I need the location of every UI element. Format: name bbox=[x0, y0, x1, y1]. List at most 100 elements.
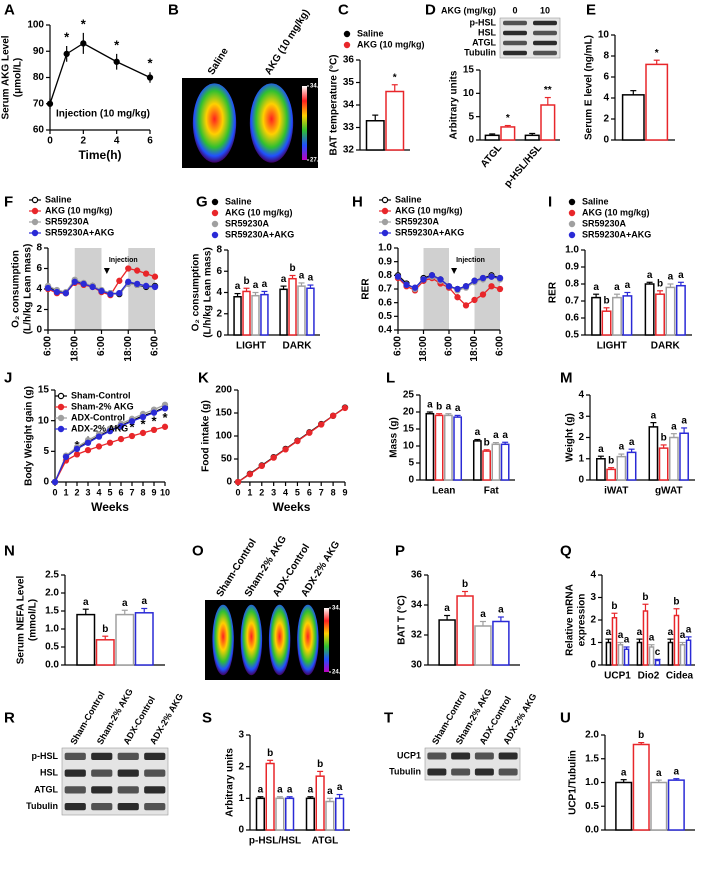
y-tick-label: 80 bbox=[33, 72, 45, 83]
y-tick-label: 4 bbox=[578, 390, 584, 401]
x-tick-label: 9 bbox=[342, 487, 347, 497]
thermal-mouse bbox=[240, 604, 263, 676]
panel-label: K bbox=[198, 369, 209, 386]
significance-label: a bbox=[629, 437, 635, 448]
bar bbox=[279, 288, 288, 336]
y-tick-label: 10 bbox=[463, 88, 475, 99]
blot-band bbox=[503, 40, 527, 46]
data-point bbox=[496, 285, 504, 293]
y-axis-label: Arbitrary units bbox=[225, 748, 236, 817]
significance-label: a bbox=[686, 625, 692, 636]
data-point bbox=[294, 437, 301, 445]
legend-label: Saline bbox=[582, 196, 609, 206]
y-tick-label: 0.9 bbox=[378, 256, 392, 267]
significance-label: b bbox=[289, 263, 295, 274]
y-tick-label: 8 bbox=[36, 243, 42, 254]
data-point bbox=[488, 283, 495, 290]
y-tick-label: 35 bbox=[343, 77, 355, 88]
data-point bbox=[73, 445, 81, 453]
y-tick-label: 1.0 bbox=[378, 243, 392, 254]
panel-label: I bbox=[548, 193, 552, 210]
blot-band bbox=[117, 802, 139, 811]
data-point bbox=[51, 478, 59, 486]
bar bbox=[642, 610, 649, 666]
significance-label: a bbox=[327, 786, 333, 797]
significance-label: a bbox=[253, 280, 259, 291]
color-bar bbox=[302, 86, 307, 160]
significance-label: a bbox=[649, 632, 655, 643]
y-tick-label: 0.5 bbox=[585, 801, 599, 812]
significance-label: a bbox=[337, 782, 343, 793]
y-tick-label: 2.0 bbox=[45, 588, 59, 599]
legend-marker bbox=[57, 425, 65, 433]
bar bbox=[616, 455, 627, 481]
legend-label: Sham-Control bbox=[71, 390, 131, 400]
legend-marker bbox=[57, 403, 65, 411]
legend-label: SR59230A bbox=[225, 218, 270, 228]
y-tick-label: 36 bbox=[343, 55, 355, 66]
y-axis-label: Serum NEFA Level bbox=[16, 576, 27, 665]
blot-row-label: Tubulin bbox=[389, 766, 421, 776]
x-tick-label: 2 bbox=[74, 487, 79, 497]
legend-marker bbox=[381, 207, 389, 215]
data-point bbox=[80, 280, 87, 288]
significance-label: a bbox=[621, 767, 627, 778]
significance-label: a bbox=[141, 596, 147, 607]
blot-row-label: UCP1 bbox=[397, 750, 421, 760]
legend-label: Saline bbox=[395, 194, 422, 204]
data-point bbox=[125, 265, 132, 272]
y-tick-label: 4 bbox=[603, 93, 609, 104]
bar bbox=[622, 295, 633, 336]
blot-band bbox=[474, 752, 494, 760]
y-tick-label: 5 bbox=[468, 111, 474, 122]
data-point bbox=[62, 453, 70, 461]
significance-label: b bbox=[673, 596, 679, 607]
y-tick-label: 0 bbox=[36, 325, 42, 336]
bar bbox=[500, 443, 510, 481]
blot-band bbox=[498, 768, 518, 776]
y-tick-label: 5 bbox=[408, 458, 414, 469]
data-point bbox=[496, 274, 504, 282]
x-tick-label: DARK bbox=[651, 341, 681, 352]
data-point bbox=[471, 296, 478, 304]
y-tick-label: 1.0 bbox=[45, 624, 59, 635]
significance-label: a bbox=[618, 630, 624, 641]
significance-label: a bbox=[614, 282, 620, 293]
bar bbox=[685, 639, 692, 666]
legend-label: Saline bbox=[45, 194, 72, 204]
significance-label: b bbox=[484, 437, 490, 448]
y-tick-label: 0 bbox=[408, 475, 414, 486]
legend-label: SR59230A+AKG bbox=[395, 227, 464, 237]
significance-label: a bbox=[656, 768, 662, 779]
y-axis-label: (mmol/L) bbox=[28, 599, 39, 641]
blot-band bbox=[533, 50, 557, 56]
panel-label: N bbox=[4, 542, 15, 559]
y-tick-label: 8 bbox=[603, 51, 609, 62]
injection-arrow bbox=[103, 268, 110, 274]
bar bbox=[679, 644, 686, 666]
blot-row-label: Tubulin bbox=[26, 801, 58, 811]
blot-lane-label: 10 bbox=[540, 5, 550, 15]
y-tick-label: 10 bbox=[403, 441, 415, 452]
significance-label: a bbox=[668, 627, 674, 638]
bar bbox=[438, 619, 456, 666]
bar bbox=[654, 659, 661, 666]
y-tick-label: 0.4 bbox=[378, 325, 392, 336]
y-tick-label: 0 bbox=[216, 330, 222, 341]
blot-band bbox=[117, 786, 139, 794]
blot-band bbox=[451, 752, 471, 760]
significance-label: a bbox=[444, 603, 450, 614]
bar bbox=[315, 775, 325, 831]
y-tick-label: 36 bbox=[411, 570, 423, 581]
y-tick-label: 70 bbox=[33, 98, 45, 109]
panel-label: E bbox=[586, 1, 596, 18]
significance-label: a bbox=[299, 271, 305, 282]
y-tick-label: 20 bbox=[403, 407, 415, 418]
panel-label: T bbox=[384, 709, 393, 726]
bar bbox=[95, 639, 115, 666]
significance-label: a bbox=[651, 410, 657, 421]
dark-period bbox=[423, 248, 449, 330]
significance-label: * bbox=[64, 29, 70, 44]
x-tick-label: 6:00 bbox=[150, 336, 161, 356]
bar bbox=[617, 644, 624, 666]
